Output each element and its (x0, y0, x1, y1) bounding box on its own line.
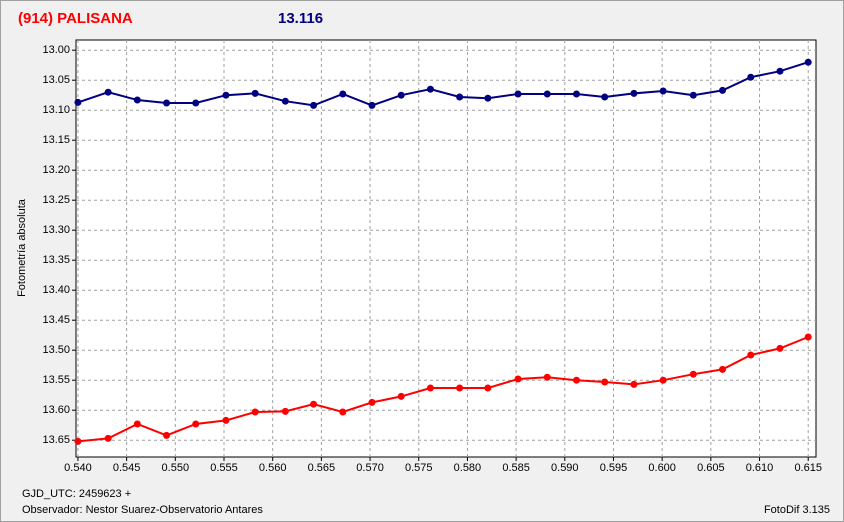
x-tick-label: 0.560 (259, 462, 287, 474)
data-point (601, 378, 609, 386)
y-tick-label: 13.35 (42, 254, 70, 266)
x-tick-label: 0.595 (600, 462, 628, 474)
data-point (630, 380, 638, 388)
data-point (630, 89, 638, 97)
y-axis-label: Fotometría absoluta (16, 198, 28, 297)
data-point (543, 90, 551, 98)
y-tick-label: 13.60 (42, 404, 70, 416)
x-tick-label: 0.585 (502, 462, 530, 474)
chart-title: (914) PALISANA (18, 10, 133, 27)
data-point (484, 384, 492, 392)
y-tick-label: 13.45 (42, 314, 70, 326)
y-tick-label: 13.25 (42, 194, 70, 206)
x-tick-label: 0.610 (746, 462, 774, 474)
x-tick-label: 0.600 (648, 462, 676, 474)
y-tick-label: 13.10 (42, 104, 70, 116)
x-axis-label: GJD_UTC: 2459623 + (22, 488, 131, 500)
data-point (192, 99, 200, 107)
data-point (339, 90, 347, 98)
x-tick-label: 0.545 (113, 462, 141, 474)
data-point (689, 370, 697, 378)
data-point (601, 93, 609, 101)
data-point (74, 437, 82, 445)
data-point (368, 101, 376, 109)
data-point (426, 384, 434, 392)
data-point (776, 344, 784, 352)
data-point (310, 400, 318, 408)
data-point (543, 373, 551, 381)
data-point (804, 333, 812, 341)
x-tick-label: 0.570 (356, 462, 384, 474)
observer: Observador: Nestor Suarez-Observatorio A… (22, 504, 263, 516)
data-point (659, 87, 667, 95)
x-tick-label: 0.605 (697, 462, 725, 474)
y-tick-label: 13.55 (42, 374, 70, 386)
y-tick-label: 13.20 (42, 164, 70, 176)
data-point (719, 365, 727, 373)
y-tick-label: 13.05 (42, 74, 70, 86)
data-point (484, 94, 492, 102)
data-point (133, 96, 141, 104)
y-tick-label: 13.40 (42, 284, 70, 296)
data-point (281, 97, 289, 105)
x-tick-label: 0.615 (794, 462, 822, 474)
data-point (368, 398, 376, 406)
y-tick-label: 13.15 (42, 134, 70, 146)
data-point (251, 408, 259, 416)
data-point (804, 58, 812, 66)
data-point (514, 375, 522, 383)
x-tick-label: 0.540 (64, 462, 92, 474)
data-point (251, 89, 259, 97)
data-point (281, 407, 289, 415)
data-point (426, 85, 434, 93)
data-point (776, 67, 784, 75)
data-point (222, 91, 230, 99)
data-point (104, 434, 112, 442)
y-tick-label: 13.30 (42, 224, 70, 236)
data-point (719, 86, 727, 94)
x-tick-label: 0.565 (308, 462, 336, 474)
data-point (572, 376, 580, 384)
data-point (397, 91, 405, 99)
data-point (456, 384, 464, 392)
x-tick-label: 0.590 (551, 462, 579, 474)
data-point (74, 98, 82, 106)
data-point (747, 351, 755, 359)
data-point (456, 93, 464, 101)
data-point (133, 420, 141, 428)
y-tick-label: 13.65 (42, 434, 70, 446)
data-point (514, 90, 522, 98)
x-tick-label: 0.555 (210, 462, 238, 474)
data-point (397, 392, 405, 400)
data-point (163, 431, 171, 439)
x-tick-label: 0.575 (405, 462, 433, 474)
software: FotoDif 3.135 (764, 504, 830, 516)
y-tick-label: 13.00 (42, 44, 70, 56)
series-line (77, 336, 809, 443)
data-point (222, 416, 230, 424)
data-point (659, 376, 667, 384)
x-tick-label: 0.580 (454, 462, 482, 474)
data-point (163, 99, 171, 107)
data-point (572, 90, 580, 98)
data-point (104, 88, 112, 96)
data-point (310, 101, 318, 109)
data-point (192, 420, 200, 428)
x-tick-label: 0.550 (162, 462, 190, 474)
series-line (77, 61, 809, 107)
data-point (339, 408, 347, 416)
data-point (689, 91, 697, 99)
y-tick-label: 13.50 (42, 344, 70, 356)
chart-subtitle: 13.116 (278, 10, 323, 27)
data-point (747, 73, 755, 81)
